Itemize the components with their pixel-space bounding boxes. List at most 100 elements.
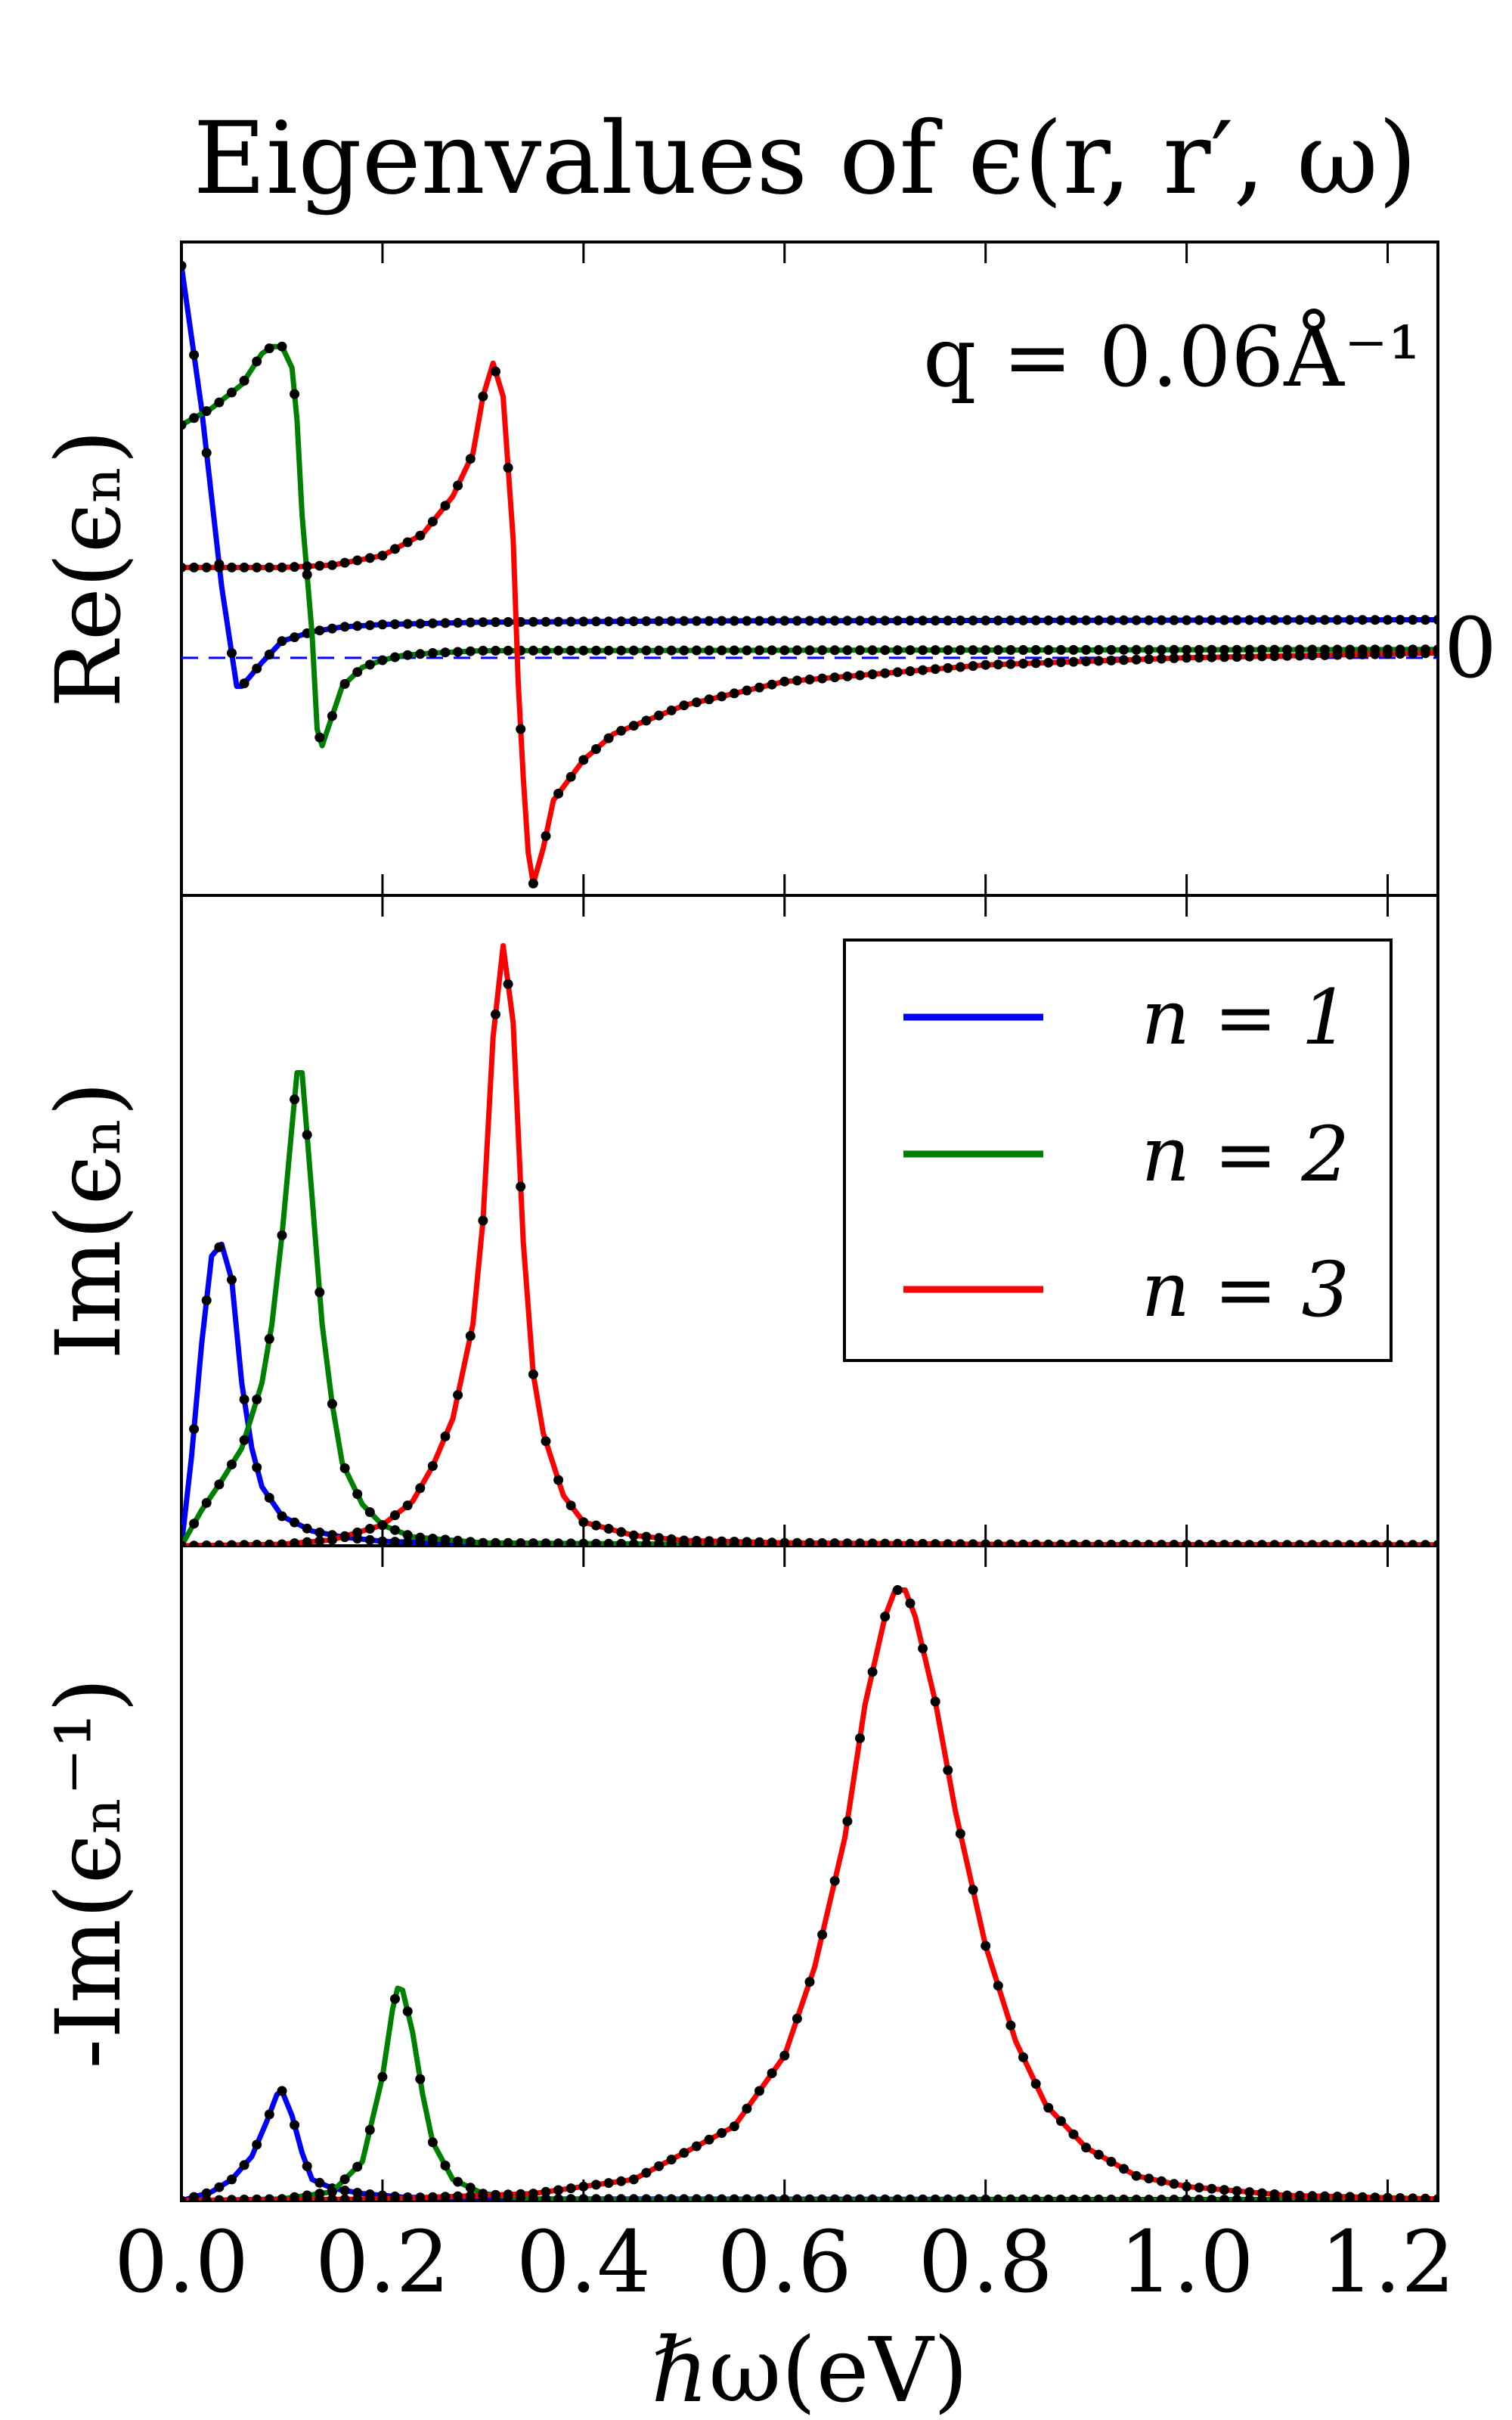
panel-loss-n3-marker bbox=[1395, 2193, 1405, 2201]
panel-loss-n3-marker bbox=[867, 1667, 878, 1677]
panel-re-n1-marker bbox=[503, 617, 513, 627]
panel-re-n2-marker bbox=[767, 645, 777, 656]
panel-re-n1-marker bbox=[1256, 615, 1267, 625]
panel-re-n3-marker bbox=[628, 721, 639, 731]
panel-re-n3-marker bbox=[742, 685, 752, 696]
panel-loss-n3-marker bbox=[704, 2134, 714, 2145]
panel-re-n3-marker bbox=[264, 562, 274, 572]
panel-loss-n3-marker bbox=[1169, 2179, 1179, 2189]
legend: n = 1 n = 2 n = 3 bbox=[843, 939, 1393, 1362]
panel-loss-n3-marker bbox=[415, 2192, 426, 2201]
panel-re-n3-marker bbox=[717, 691, 727, 702]
panel-re-n3-marker bbox=[704, 694, 714, 705]
panel-re-series-n2-line bbox=[181, 343, 1438, 749]
panel-im-n3-marker bbox=[829, 1538, 840, 1546]
panel-im-n3-marker bbox=[704, 1536, 714, 1546]
panel-re-n1-marker bbox=[1043, 615, 1054, 625]
panel-loss-n3-marker bbox=[1207, 2183, 1217, 2194]
panel-loss-n2-marker bbox=[654, 2195, 665, 2201]
panel-re-n1-marker bbox=[666, 616, 677, 626]
panel-re-n2-marker bbox=[528, 645, 538, 656]
panel-re-n3-marker bbox=[1256, 651, 1267, 662]
panel-im-n3-marker bbox=[1093, 1540, 1104, 1546]
panel-loss-n3-marker bbox=[1307, 2191, 1318, 2201]
panel-im-n1-marker bbox=[390, 1537, 400, 1546]
panel-re-n1-marker bbox=[1244, 615, 1255, 625]
panel-re-n1-marker bbox=[1433, 615, 1438, 625]
panel-im-n1-marker bbox=[277, 1511, 287, 1522]
panel-loss-n3-marker bbox=[1420, 2193, 1430, 2201]
panel-loss-n3-marker bbox=[1219, 2185, 1229, 2195]
panel-loss-n1-marker bbox=[252, 2139, 262, 2150]
panel-re-n3-marker bbox=[277, 562, 287, 572]
legend-label-n1: n = 1 bbox=[1142, 973, 1349, 1062]
panel-im-n3-marker bbox=[1131, 1540, 1142, 1546]
panel-im-n3-marker bbox=[1068, 1539, 1079, 1546]
panel-im-n3-marker bbox=[616, 1527, 627, 1537]
panel-im-n2-marker bbox=[528, 1538, 538, 1546]
panel-loss-n3-marker bbox=[1244, 2187, 1255, 2198]
panel-loss-n3-marker bbox=[968, 1885, 978, 1895]
panel-im-n3-marker bbox=[491, 1009, 500, 1019]
panel-loss-n2-marker bbox=[364, 2124, 375, 2135]
panel-loss-n2-marker bbox=[918, 2195, 928, 2201]
panel-re-n1-marker bbox=[918, 616, 928, 626]
panel-im-n2-marker bbox=[440, 1534, 451, 1545]
panel-loss-n2-marker bbox=[402, 2006, 413, 2017]
panel-loss-n2-marker bbox=[1144, 2195, 1154, 2201]
panel-re-n3-marker bbox=[591, 744, 601, 754]
panel-im-n3-marker bbox=[1119, 1540, 1129, 1546]
panel-re-n2-marker bbox=[1131, 644, 1142, 655]
panel-re-n2-marker bbox=[880, 645, 891, 656]
panel-im-n2-marker bbox=[427, 1534, 438, 1544]
panel-loss-n2-marker bbox=[1156, 2195, 1167, 2201]
panel-im-n3-marker bbox=[591, 1520, 601, 1531]
panel-loss-n2-marker bbox=[352, 2161, 363, 2172]
panel-loss-n2-marker bbox=[717, 2195, 727, 2201]
panel-re-n1-marker bbox=[1370, 615, 1380, 625]
panel-loss-n3-marker bbox=[829, 1876, 840, 1886]
panel-re-n3-marker bbox=[792, 675, 802, 686]
panel-re-n3-marker bbox=[1433, 648, 1438, 658]
panel-loss-n3-marker bbox=[628, 2174, 639, 2185]
panel-re-n1-marker bbox=[1269, 615, 1280, 625]
panel-loss-n3-marker bbox=[181, 2195, 187, 2201]
panel-re-n1-marker bbox=[402, 619, 413, 629]
x-axis-label: ℏω(eV) bbox=[651, 2318, 968, 2420]
panel-re-n1-marker bbox=[1383, 615, 1393, 625]
panel-re-n2-marker bbox=[779, 645, 790, 656]
x-tick-label: 1.2 bbox=[1320, 2214, 1455, 2312]
panel-re-n3-marker bbox=[491, 366, 500, 377]
q-annotation: q = 0.06Å⁻¹ bbox=[923, 308, 1421, 405]
legend-label-n3: n = 3 bbox=[1142, 1246, 1349, 1334]
panel-im-n3-marker bbox=[679, 1535, 689, 1546]
panel-loss-n3-marker bbox=[729, 2121, 739, 2132]
panel-loss-n2-marker bbox=[553, 2194, 564, 2201]
panel-loss-n2-marker bbox=[415, 2074, 426, 2084]
panel-re-n1-marker bbox=[892, 616, 903, 626]
panel-re-n1-marker bbox=[227, 648, 237, 658]
panel-im-n3-marker bbox=[478, 1215, 488, 1226]
panel-im-n2-marker bbox=[252, 1395, 262, 1404]
panel-re-n2-marker bbox=[227, 387, 237, 398]
panel-im-n3-marker bbox=[453, 1390, 463, 1401]
panel-loss-n3-marker bbox=[1282, 2190, 1293, 2201]
panel-re-n2-marker bbox=[628, 645, 639, 656]
panel-im-n3-marker bbox=[1256, 1540, 1267, 1546]
panel-re-n1-marker bbox=[905, 616, 916, 626]
panel-im-n2-marker bbox=[516, 1538, 526, 1546]
panel-im-n3-marker bbox=[855, 1538, 865, 1546]
panel-im-ylabel: Im(ϵₙ) bbox=[36, 1081, 141, 1360]
panel-re-n1-marker bbox=[993, 616, 1003, 625]
panel-re-n2-marker bbox=[691, 645, 702, 656]
panel-loss-n3-marker bbox=[1357, 2192, 1368, 2201]
panel-re-n1-marker bbox=[239, 678, 249, 689]
panel-im-n2-marker bbox=[465, 1537, 476, 1546]
panel-im-n3-marker bbox=[1433, 1540, 1438, 1546]
panel-im-n2-marker bbox=[290, 1094, 300, 1105]
panel-loss-n3-marker bbox=[1194, 2183, 1204, 2193]
panel-re-n3-marker bbox=[314, 560, 325, 571]
panel-re-n1-marker bbox=[792, 616, 802, 626]
panel-re-n3-marker bbox=[829, 672, 840, 683]
